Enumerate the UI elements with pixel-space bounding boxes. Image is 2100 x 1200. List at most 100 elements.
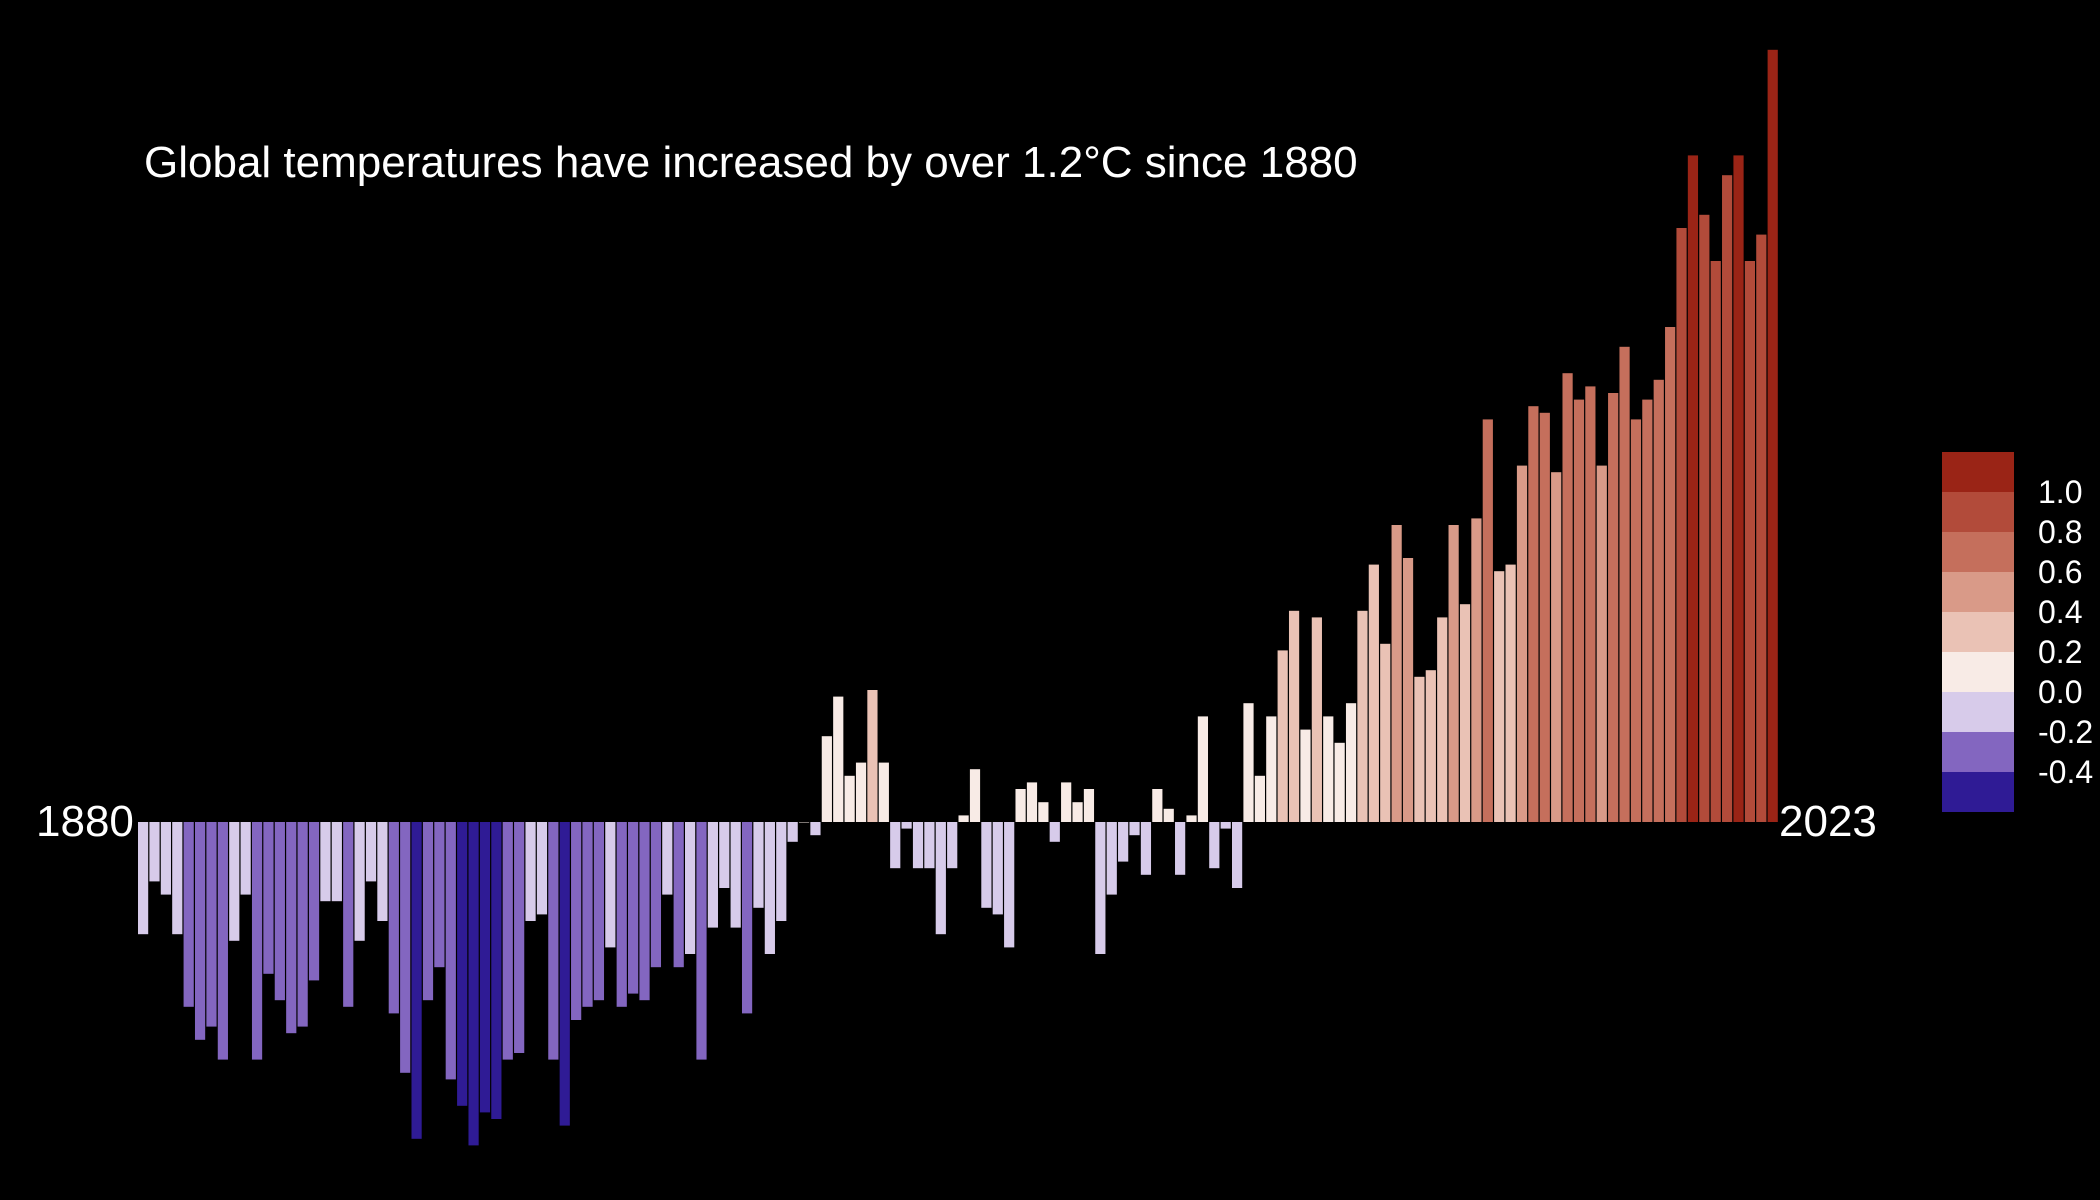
bar-1979 [1266, 716, 1277, 822]
colorbar-tick-label: 0.4 [2038, 594, 2082, 630]
bar-1896 [320, 822, 331, 902]
bar-2005 [1562, 373, 1573, 822]
bar-1999 [1494, 571, 1505, 822]
bar-1910 [479, 822, 491, 1113]
bar-1992 [1414, 676, 1425, 822]
bar-1893 [286, 822, 297, 1034]
bar-2003 [1539, 412, 1550, 822]
bar-2015 [1676, 228, 1687, 822]
bar-1952 [958, 815, 969, 822]
chart-title: Global temperatures have increased by ov… [144, 138, 1358, 187]
bar-1889 [240, 822, 251, 895]
bar-1892 [274, 822, 285, 1001]
bar-1880 [138, 822, 149, 935]
bar-2008 [1596, 465, 1607, 822]
bar-1957 [1015, 789, 1026, 822]
colorbar-tick-label: -0.2 [2038, 714, 2093, 750]
bar-2021 [1744, 261, 1756, 822]
bar-1897 [331, 822, 342, 902]
bar-1928 [685, 822, 696, 954]
bars-group [138, 49, 1778, 1146]
colorbar-tick-label: 1.0 [2038, 474, 2082, 510]
bar-1993 [1425, 670, 1436, 822]
bar-1883 [172, 822, 183, 935]
bar-2018 [1710, 261, 1721, 822]
bar-2020 [1733, 155, 1744, 822]
bar-1885 [194, 822, 206, 1040]
bar-1927 [673, 822, 684, 968]
bar-1965 [1106, 822, 1117, 895]
colorbar-legend: 1.0 0.8 0.6 0.4 0.2 0.0 -0.2 -0.4 [1942, 452, 2093, 812]
bar-1890 [251, 822, 263, 1060]
bar-1917 [559, 822, 570, 1126]
bar-1998 [1482, 419, 1493, 822]
bar-2012 [1642, 399, 1653, 822]
bar-1924 [639, 822, 650, 1001]
bar-1929 [696, 822, 707, 1060]
x-axis-start-label: 1880 [36, 797, 134, 846]
bar-1951 [947, 822, 958, 869]
bar-1978 [1254, 775, 1265, 822]
colorbar-swatch [1942, 532, 2014, 572]
bar-1901 [377, 822, 388, 921]
bar-1985 [1334, 742, 1345, 822]
bar-1966 [1118, 822, 1129, 862]
colorbar-swatch [1942, 572, 2014, 612]
bar-1958 [1026, 782, 1038, 822]
bar-1983 [1311, 617, 1322, 822]
bar-1905 [422, 822, 434, 1001]
bar-1930 [707, 822, 718, 928]
bar-1960 [1049, 822, 1060, 842]
bar-1912 [502, 822, 513, 1060]
bar-1904 [411, 822, 422, 1139]
bar-1984 [1323, 716, 1334, 822]
bar-1940 [821, 736, 832, 822]
bar-1961 [1061, 782, 1072, 822]
bar-1888 [229, 822, 240, 941]
x-axis-end-label: 2023 [1779, 797, 1877, 846]
bar-1976 [1232, 822, 1243, 888]
bar-1959 [1038, 802, 1049, 822]
bar-1911 [491, 822, 502, 1119]
bar-1887 [217, 822, 228, 1060]
bar-1923 [628, 822, 639, 994]
colorbar-swatch [1942, 652, 2014, 692]
bar-1939 [810, 822, 821, 836]
bar-1931 [719, 822, 730, 888]
bar-1947 [901, 822, 912, 829]
bar-1900 [365, 822, 377, 882]
colorbar-swatch [1942, 612, 2014, 652]
bar-1886 [206, 822, 217, 1027]
bar-2009 [1608, 393, 1619, 822]
bar-1925 [650, 822, 662, 968]
bar-2011 [1630, 419, 1642, 822]
bar-1913 [514, 822, 525, 1053]
bar-1973 [1197, 716, 1209, 822]
bar-1894 [297, 822, 308, 1027]
bar-1967 [1129, 822, 1140, 836]
bar-1964 [1095, 822, 1106, 954]
bar-1974 [1209, 822, 1220, 869]
bar-1962 [1072, 802, 1083, 822]
bar-1907 [445, 822, 456, 1080]
colorbar-tick-label: 0.2 [2038, 634, 2082, 670]
colorbar-swatch [1942, 732, 2014, 772]
bar-2013 [1653, 379, 1664, 822]
bar-1972 [1186, 815, 1197, 822]
bar-1936 [776, 822, 787, 921]
bar-1991 [1402, 558, 1414, 822]
bar-1943 [855, 762, 867, 822]
bar-1990 [1391, 525, 1402, 822]
colorbar-tick-label: 0.0 [2038, 674, 2082, 710]
bar-2010 [1619, 346, 1630, 822]
bar-1971 [1175, 822, 1186, 875]
bar-2006 [1573, 399, 1585, 822]
bar-1895 [308, 822, 320, 981]
bar-1968 [1140, 822, 1152, 875]
bar-1997 [1471, 518, 1482, 822]
bar-1975 [1220, 822, 1231, 829]
bar-1948 [912, 822, 924, 869]
colorbar-swatch [1942, 772, 2014, 812]
bar-1963 [1083, 789, 1095, 822]
